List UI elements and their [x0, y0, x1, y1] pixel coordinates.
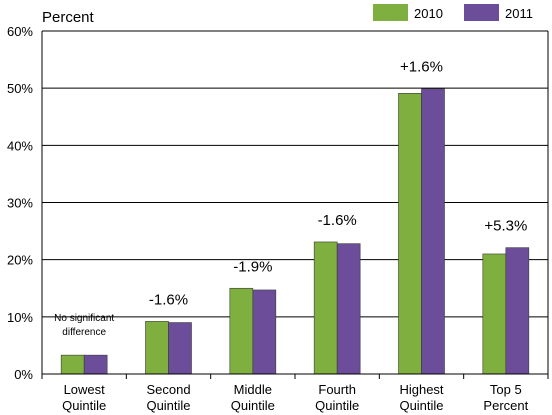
category-labels: LowestQuintileSecondQuintileMiddleQuinti… [62, 382, 528, 413]
change-annotation: difference [62, 327, 106, 338]
bar-2010 [313, 241, 338, 375]
y-tick-label: 50% [7, 81, 33, 96]
bar-2011 [505, 247, 530, 375]
y-tick-label: 60% [7, 24, 33, 39]
y-tick-labels: 0% 10% 20% 30% 40% 50% 60% [7, 24, 33, 382]
change-annotation: +5.3% [484, 218, 527, 235]
y-tick-label: 0% [14, 367, 33, 382]
gridlines [42, 30, 548, 318]
category-label: Lowest [64, 382, 106, 397]
bar-2011 [336, 243, 361, 375]
bar-2010 [60, 354, 85, 375]
bar-2010 [145, 321, 169, 375]
change-annotation: -1.6% [149, 291, 188, 308]
bars [60, 88, 530, 375]
legend-swatch-2010 [373, 4, 408, 21]
y-tick-label: 30% [7, 196, 33, 211]
category-label: Top 5 [490, 382, 522, 397]
category-label: Highest [399, 382, 443, 397]
change-annotation: -1.6% [318, 212, 357, 229]
bar-2011 [421, 88, 445, 375]
bar-2010 [229, 287, 254, 375]
category-label: Quintile [399, 398, 443, 413]
legend-label-2010: 2010 [414, 6, 443, 21]
category-label: Middle [234, 382, 272, 397]
change-annotation: -1.9% [233, 258, 272, 275]
bar-2011 [168, 322, 192, 375]
axes [41, 31, 549, 379]
category-label: Percent [483, 398, 528, 413]
category-label: Fourth [318, 382, 356, 397]
category-label: Quintile [315, 398, 359, 413]
bar-2011 [252, 289, 277, 375]
bar-2011 [83, 354, 108, 375]
legend-label-2011: 2011 [505, 6, 533, 21]
bar-2010 [482, 253, 507, 375]
legend-swatch-2011 [464, 4, 499, 21]
y-axis-title: Percent [42, 9, 95, 26]
bar-2010 [398, 93, 422, 375]
y-tick-label: 10% [7, 310, 33, 325]
y-tick-label: 40% [7, 138, 33, 153]
category-label: Second [146, 382, 190, 397]
change-annotation: No significant [54, 313, 114, 324]
category-label: Quintile [146, 398, 190, 413]
category-label: Quintile [62, 398, 106, 413]
y-tick-label: 20% [7, 253, 33, 268]
change-annotation: +1.6% [400, 59, 443, 76]
category-label: Quintile [231, 398, 275, 413]
legend: 2010 2011 [373, 4, 533, 21]
change-annotations: No significant difference -1.6% -1.9% -1.6% +… [54, 59, 527, 338]
